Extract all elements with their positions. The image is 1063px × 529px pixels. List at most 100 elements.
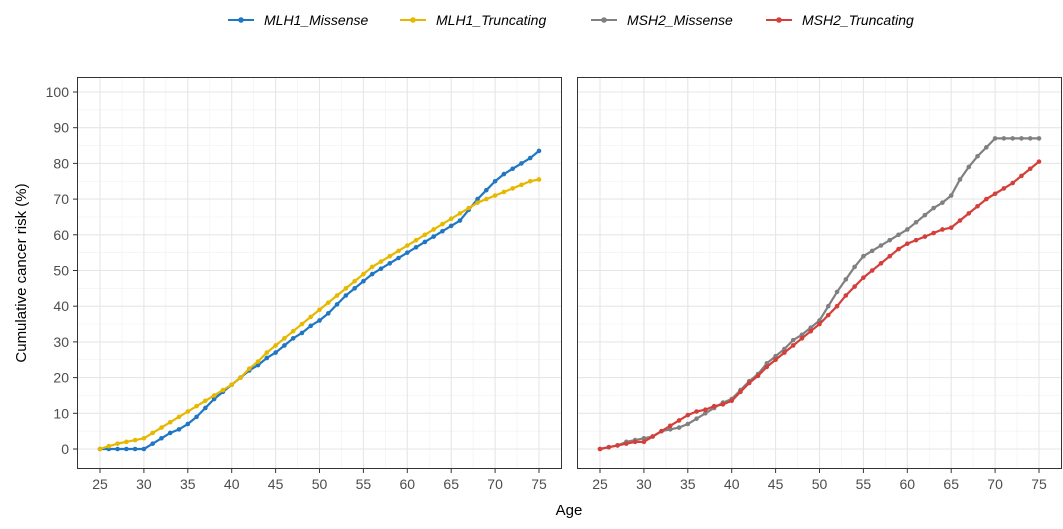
data-point xyxy=(519,161,524,166)
data-point xyxy=(843,293,849,298)
data-point xyxy=(141,446,147,452)
data-point xyxy=(913,220,919,225)
data-point xyxy=(825,303,831,309)
data-point xyxy=(492,193,498,198)
series-MSH2_Missense xyxy=(597,136,1042,452)
data-point xyxy=(896,232,901,238)
x-tick-label: 35 xyxy=(680,476,696,492)
data-point xyxy=(413,244,419,250)
data-point xyxy=(905,241,910,247)
data-point xyxy=(238,375,243,380)
data-point xyxy=(185,409,191,414)
data-point xyxy=(255,362,261,368)
x-tick-label: 60 xyxy=(900,476,916,492)
data-point xyxy=(317,307,322,313)
data-point xyxy=(948,225,954,230)
data-point xyxy=(510,166,515,172)
data-point xyxy=(1036,136,1042,141)
data-point xyxy=(422,232,428,238)
data-point xyxy=(387,253,393,259)
x-tick-label: 75 xyxy=(1031,476,1047,492)
data-point xyxy=(299,321,305,327)
legend-label: MLH1_Truncating xyxy=(436,12,546,28)
data-point xyxy=(782,346,787,352)
data-point xyxy=(992,191,998,197)
data-point xyxy=(1001,136,1007,141)
legend-marker xyxy=(238,17,244,23)
data-point xyxy=(378,266,384,272)
data-point xyxy=(1027,166,1033,172)
data-point xyxy=(711,403,717,409)
data-point xyxy=(966,211,972,216)
x-tick-label: 45 xyxy=(768,476,784,492)
data-point xyxy=(869,248,875,254)
data-point xyxy=(597,446,603,452)
data-point xyxy=(448,223,454,229)
data-point xyxy=(229,382,234,388)
data-point xyxy=(940,200,945,205)
data-point xyxy=(484,187,489,193)
data-point xyxy=(861,253,866,259)
data-point xyxy=(167,419,173,425)
data-point xyxy=(966,164,972,170)
x-tick-label: 50 xyxy=(312,476,328,492)
data-point xyxy=(159,425,164,430)
data-point xyxy=(1010,136,1015,141)
data-point xyxy=(106,443,112,449)
data-point xyxy=(475,200,480,205)
data-point xyxy=(764,364,770,370)
data-point xyxy=(405,243,410,248)
data-point xyxy=(984,145,989,150)
data-point xyxy=(124,446,129,452)
y-tick-label: 90 xyxy=(53,120,69,136)
x-tick-label: 25 xyxy=(92,476,108,492)
y-tick-label: 40 xyxy=(53,298,69,314)
data-point xyxy=(896,246,901,252)
data-point xyxy=(852,284,857,289)
data-point xyxy=(852,264,857,270)
x-tick-label: 70 xyxy=(487,476,503,492)
y-tick-label: 20 xyxy=(53,370,69,386)
panel-1: 25 30 35 40 45 50 55 60 65 70 75 0 10 20 30 40 50 60 70 80 9… xyxy=(46,77,562,492)
x-tick-label: 25 xyxy=(592,476,608,492)
data-point xyxy=(817,321,822,327)
panel-border xyxy=(77,77,562,469)
data-point xyxy=(606,444,612,450)
data-point xyxy=(975,153,980,159)
data-point xyxy=(975,203,980,209)
legend-item: MLH1_Missense xyxy=(228,12,368,28)
data-point xyxy=(536,148,542,154)
data-point xyxy=(405,250,410,255)
data-point xyxy=(343,293,349,298)
y-tick-label: 60 xyxy=(53,227,69,243)
data-point xyxy=(834,303,840,309)
data-point xyxy=(141,435,147,441)
x-tick-label: 70 xyxy=(987,476,1003,492)
data-point xyxy=(290,336,296,341)
data-point xyxy=(957,218,963,223)
data-point xyxy=(843,277,849,282)
legend-label: MLH1_Missense xyxy=(264,12,368,28)
data-point xyxy=(211,393,217,398)
y-tick-label: 0 xyxy=(61,441,69,457)
legend-label: MSH2_Missense xyxy=(627,12,733,28)
data-point xyxy=(457,218,463,223)
x-tick-label: 60 xyxy=(400,476,416,492)
data-point xyxy=(948,193,954,198)
data-point xyxy=(150,430,155,436)
data-point xyxy=(782,350,787,355)
data-point xyxy=(808,328,814,334)
data-point xyxy=(527,178,533,184)
data-point xyxy=(773,353,778,359)
panel-border xyxy=(577,77,1062,469)
x-tick-label: 55 xyxy=(856,476,872,492)
data-point xyxy=(738,389,743,395)
data-point xyxy=(352,286,357,291)
data-point xyxy=(790,337,796,343)
data-point xyxy=(799,332,805,338)
data-point xyxy=(922,212,928,218)
data-point xyxy=(992,136,998,141)
data-point xyxy=(97,446,103,452)
x-tick-label: 30 xyxy=(636,476,652,492)
data-point xyxy=(790,343,796,348)
